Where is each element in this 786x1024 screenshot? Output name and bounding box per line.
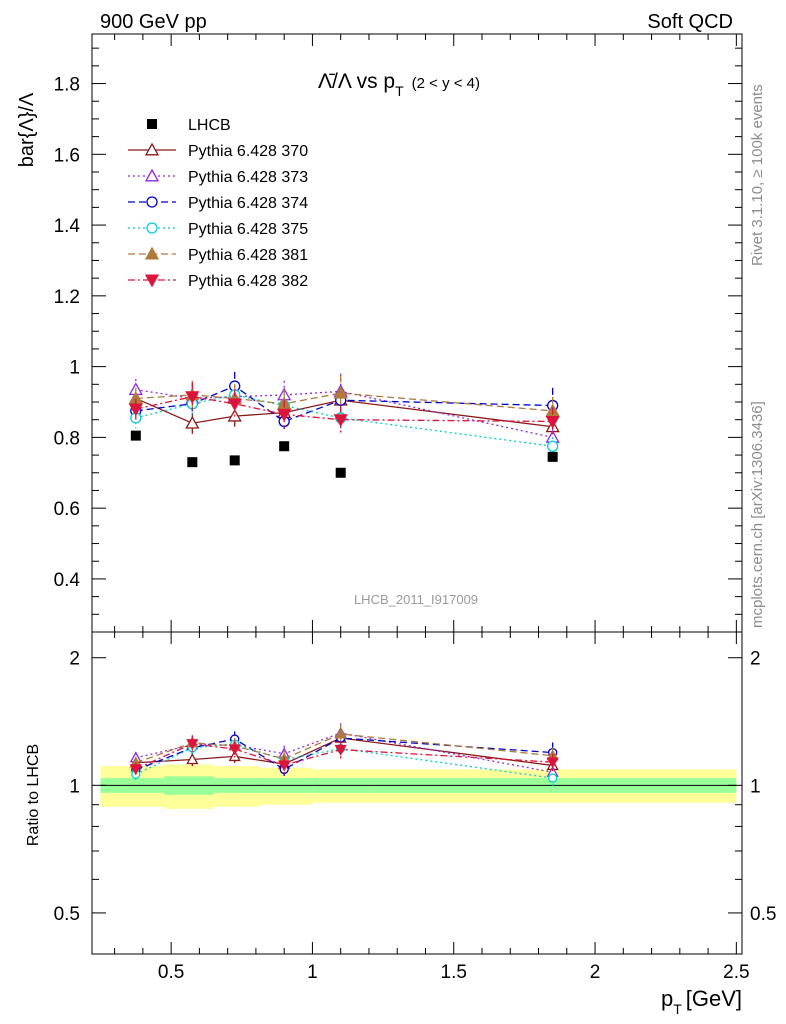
source-text: mcplots.cern.ch [arXiv:1306.3436] <box>749 401 766 628</box>
series-marker-ratio <box>186 739 199 751</box>
series-marker-main <box>227 398 242 412</box>
x-axis-label: pT [GeV] <box>661 986 742 1017</box>
series-marker-main <box>277 408 292 422</box>
axis-tick-labels: 0.5 1 1.5 2 2.5 0.4 0.6 0.8 1 1.2 1.4 1.6 1.8 0.5 0.5 1… <box>54 75 777 983</box>
series-line-main <box>135 396 553 423</box>
header-left: 900 GeV pp <box>100 11 207 33</box>
ratio-y-tick-label-right: 0.5 <box>750 904 776 925</box>
series-marker-ratio <box>548 773 558 783</box>
lhcb-data-point <box>547 451 558 462</box>
x-axis-label-main: p <box>661 986 673 1011</box>
lhcb-data-point <box>187 457 198 468</box>
series-marker-ratio <box>186 753 199 765</box>
x-axis-label-unit: [GeV] <box>686 986 742 1011</box>
series-line-ratio <box>135 737 553 767</box>
series-line-main <box>135 392 553 412</box>
series-marker-main <box>547 440 559 452</box>
legend-label: Pythia 6.428 381 <box>188 247 308 264</box>
y-tick-label: 0.8 <box>54 428 80 449</box>
legend-marker-lhcb <box>147 119 157 129</box>
x-tick-label: 2.5 <box>723 962 749 983</box>
series-marker-main <box>333 385 348 399</box>
legend-marker <box>144 168 160 182</box>
y-tick-label: 1.8 <box>54 75 80 96</box>
y-tick-label: 1.6 <box>54 145 80 166</box>
series-marker-main <box>128 403 143 417</box>
x-tick-label: 2 <box>590 962 601 983</box>
ratio-y-tick-label-left: 1 <box>69 776 80 797</box>
legend-label: Pythia 6.428 382 <box>188 273 308 290</box>
series-marker-main <box>185 391 200 405</box>
ratio-plot-frame <box>91 631 743 955</box>
ratio-y-tick-label-left: 0.5 <box>54 904 80 925</box>
legend-marker <box>144 246 160 260</box>
series-line-main <box>135 394 553 447</box>
series-line-ratio <box>135 732 553 773</box>
ratio-series-group <box>129 723 559 788</box>
y-tick-label: 1.2 <box>54 287 80 308</box>
series-marker-main <box>333 414 348 428</box>
chart-title-range: (2 < y < 4) <box>412 75 480 92</box>
lhcb-data-point <box>279 441 290 452</box>
x-tick-label: 1.5 <box>441 962 467 983</box>
series-marker-main <box>185 415 200 429</box>
series-marker-ratio <box>334 744 347 756</box>
legend-label: Pythia 6.428 375 <box>188 221 308 238</box>
y-tick-label: 1.4 <box>54 216 81 237</box>
series-line-ratio <box>135 743 553 770</box>
legend-marker <box>144 274 160 288</box>
chart-title-main: Λ̄/Λ vs p <box>318 70 395 93</box>
ratio-uncertainty-bands <box>100 764 737 809</box>
series-line-ratio <box>135 733 553 764</box>
y-tick-label: 1 <box>69 358 80 379</box>
y-tick-label: 0.6 <box>54 499 80 520</box>
legend-marker <box>144 142 160 156</box>
axis-ticks <box>92 34 742 955</box>
legend-label: Pythia 6.428 374 <box>188 195 308 212</box>
lhcb-data-point <box>130 430 141 441</box>
ratio-y-tick-label-right: 2 <box>750 649 761 670</box>
series-marker-main <box>545 416 560 429</box>
ratio-y-axis-label: Ratio to LHCB <box>25 744 42 846</box>
ratio-y-tick-label-left: 2 <box>69 649 80 670</box>
series-line-main <box>135 388 553 439</box>
y-tick-label: 0.4 <box>54 570 81 591</box>
legend-label-lhcb: LHCB <box>188 117 231 134</box>
legend-label: Pythia 6.428 373 <box>188 169 308 186</box>
series-marker-ratio <box>546 757 559 769</box>
series-marker-ratio <box>129 764 142 776</box>
series-line-main <box>135 397 553 428</box>
main-series-group <box>128 371 560 461</box>
series-marker-ratio <box>228 750 241 762</box>
legend-label: Pythia 6.428 370 <box>188 143 308 160</box>
x-tick-label: 1 <box>307 962 318 983</box>
legend-marker <box>146 222 158 234</box>
chart-title-sub: T <box>395 83 404 99</box>
lhcb-data-points <box>130 430 558 478</box>
analysis-watermark: LHCB_2011_I917009 <box>354 592 478 607</box>
ratio-y-tick-label-right: 1 <box>750 776 761 797</box>
rivet-version-text: Rivet 3.1.10, ≥ 100k events <box>749 84 766 266</box>
lhcb-data-point <box>229 455 240 466</box>
y-axis-label: bar{Λ}/Λ <box>16 92 38 167</box>
legend-marker <box>146 196 158 208</box>
header-right: Soft QCD <box>647 11 733 33</box>
series-marker-ratio <box>278 760 291 772</box>
legend: LHCB Pythia 6.428 370 Pythia 6.428 373 Pyth… <box>128 117 308 290</box>
series-marker-ratio <box>228 744 241 756</box>
x-tick-label: 0.5 <box>158 962 184 983</box>
series-marker-ratio <box>334 727 347 739</box>
lhcb-data-point <box>335 467 346 478</box>
series-line-ratio <box>135 737 553 771</box>
series-line-main <box>135 385 553 423</box>
chart-title: Λ̄/Λ vs pT (2 < y < 4) <box>318 70 480 99</box>
x-axis-label-sub: T <box>673 1001 682 1017</box>
